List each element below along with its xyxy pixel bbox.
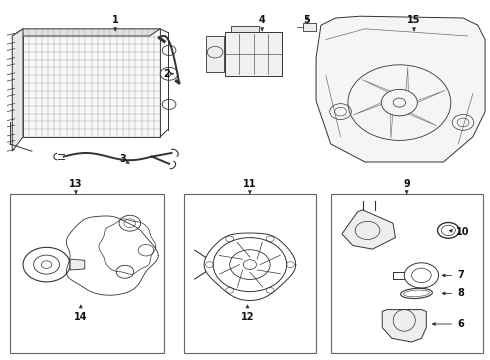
Bar — [303, 23, 316, 31]
Text: 10: 10 — [449, 227, 470, 237]
Polygon shape — [417, 90, 445, 103]
Polygon shape — [362, 80, 391, 92]
Bar — [331, 194, 483, 353]
Text: 9: 9 — [403, 179, 410, 194]
Text: 14: 14 — [74, 305, 88, 322]
Text: 6: 6 — [433, 319, 464, 329]
Polygon shape — [353, 103, 382, 115]
Bar — [206, 36, 224, 72]
Bar — [10, 194, 164, 353]
Text: 4: 4 — [259, 15, 266, 31]
Text: 7: 7 — [442, 270, 464, 280]
Text: 1: 1 — [112, 15, 119, 31]
Polygon shape — [316, 16, 485, 162]
Text: 13: 13 — [69, 179, 83, 194]
Bar — [184, 194, 316, 353]
Polygon shape — [406, 67, 408, 91]
Polygon shape — [382, 310, 426, 342]
Text: 11: 11 — [243, 179, 257, 194]
Bar — [231, 26, 259, 32]
Polygon shape — [342, 210, 395, 249]
Polygon shape — [23, 29, 160, 137]
Polygon shape — [391, 114, 393, 138]
Text: 3: 3 — [119, 154, 129, 164]
Bar — [225, 32, 282, 76]
Polygon shape — [408, 113, 437, 126]
Text: 2: 2 — [163, 69, 173, 79]
Polygon shape — [70, 259, 85, 270]
Text: 5: 5 — [303, 15, 310, 25]
Polygon shape — [12, 29, 23, 151]
Text: 8: 8 — [442, 288, 464, 298]
Text: 15: 15 — [407, 15, 421, 31]
Polygon shape — [12, 29, 160, 36]
Text: 12: 12 — [241, 305, 254, 322]
